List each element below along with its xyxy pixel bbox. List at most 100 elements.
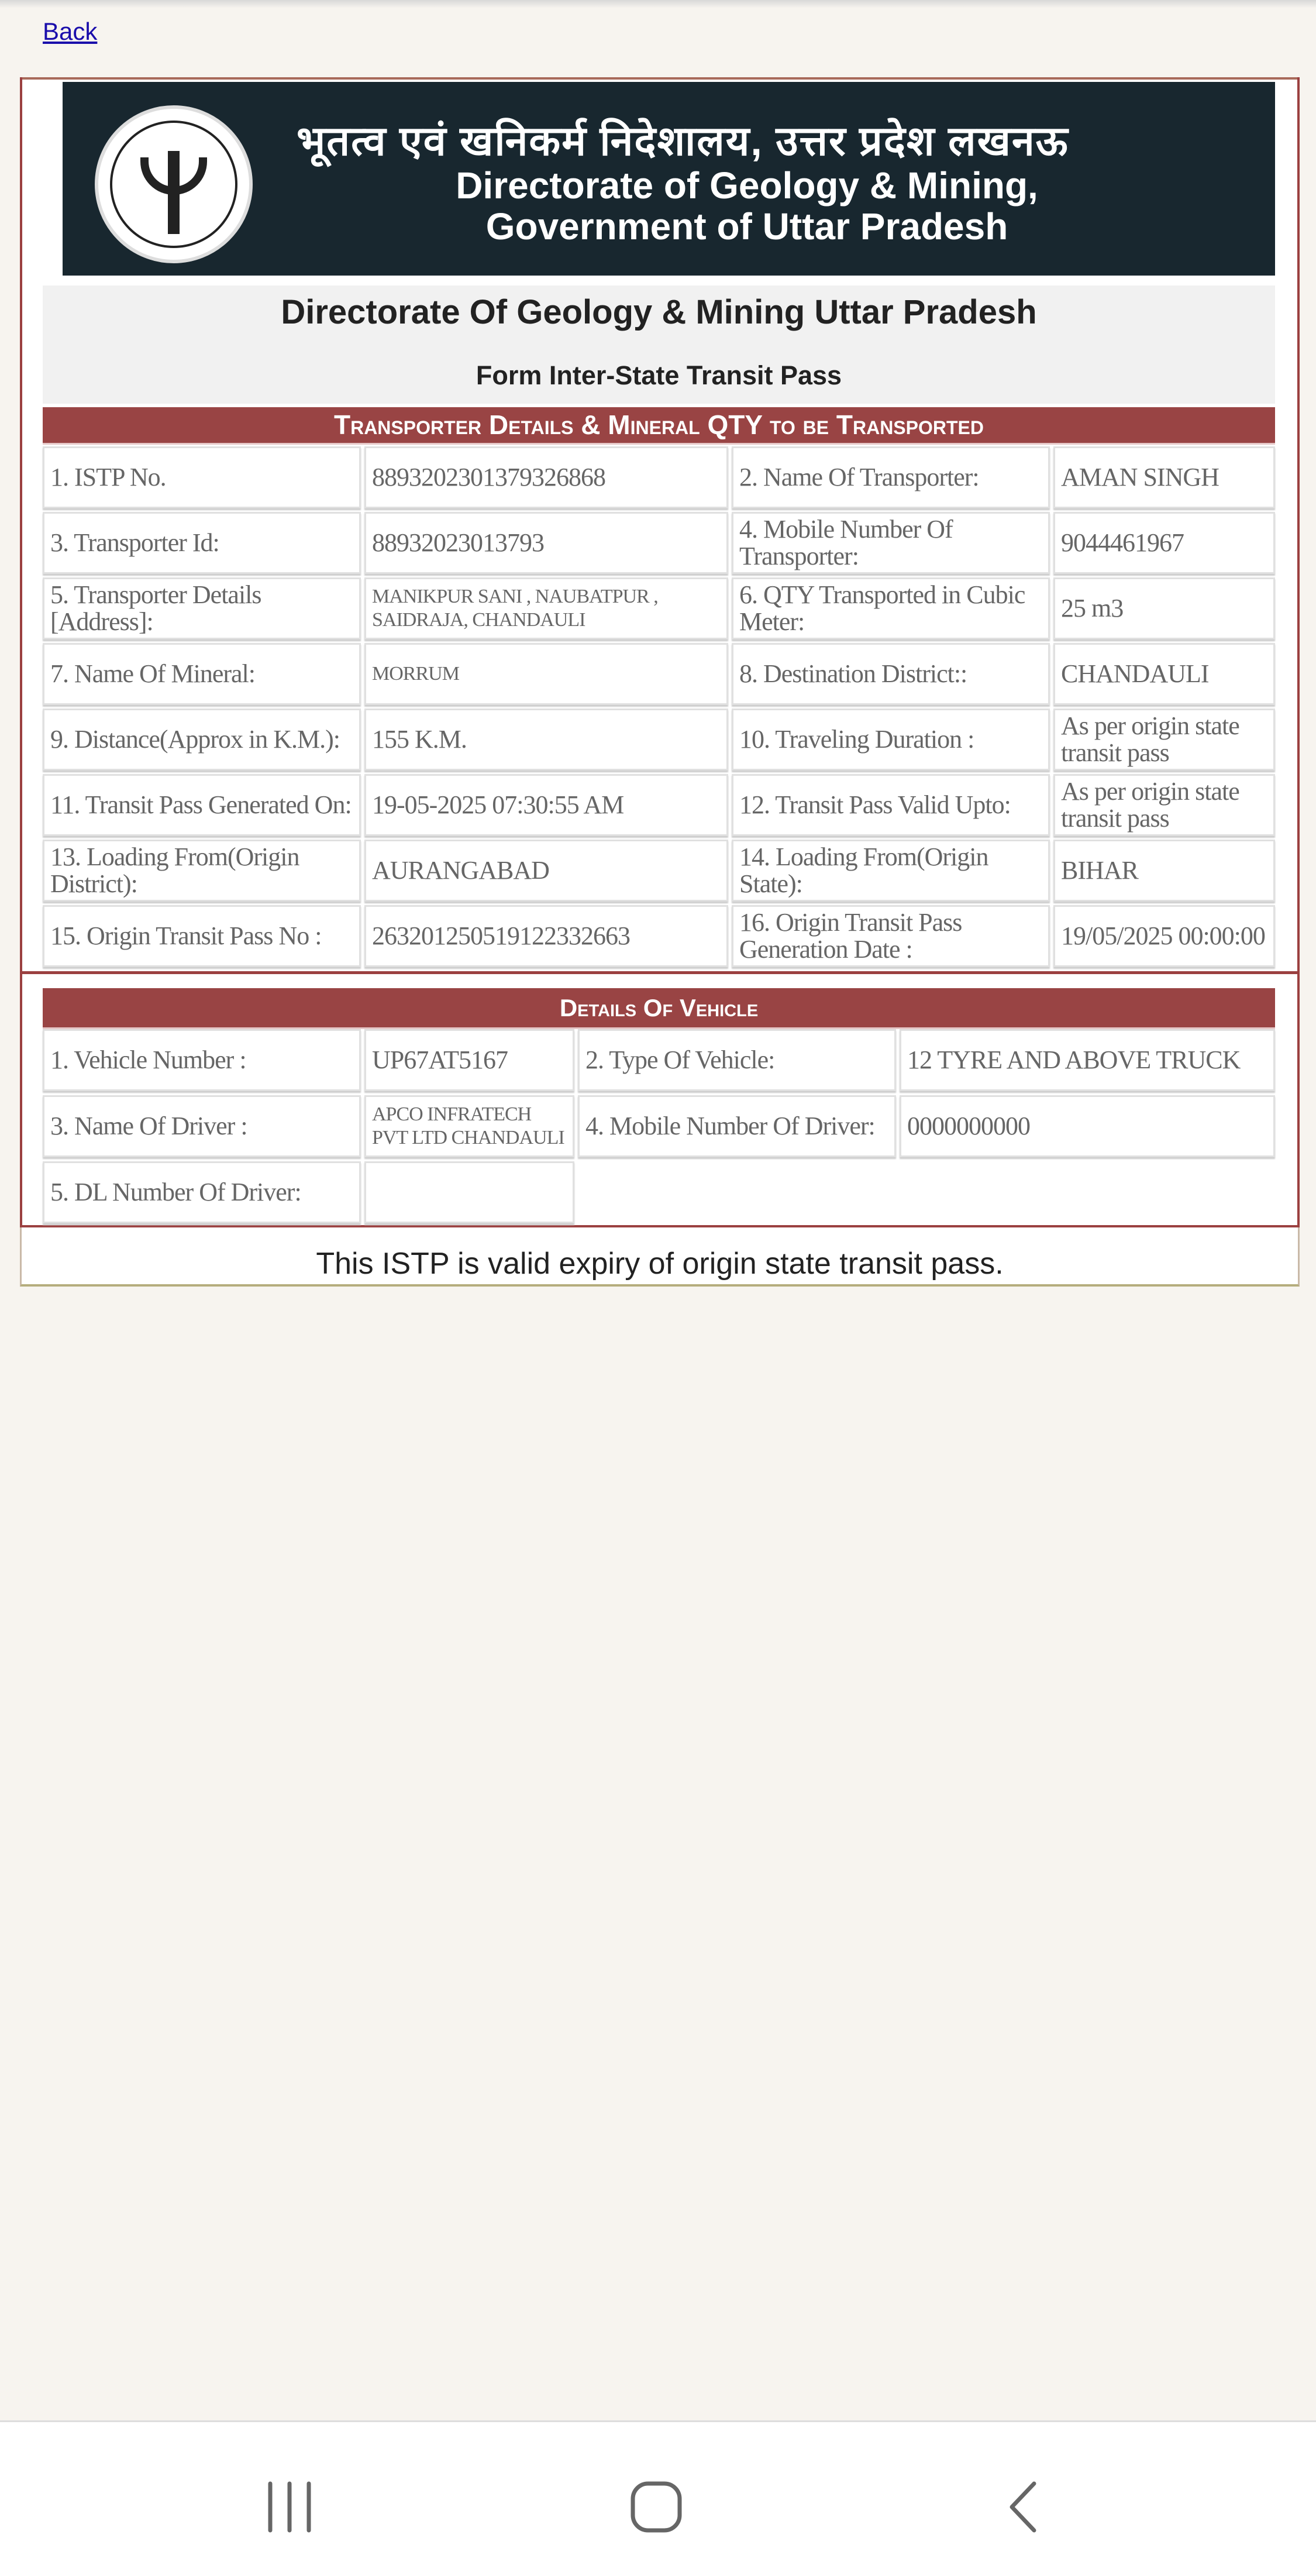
field-value-text: 88932023013793 bbox=[372, 528, 545, 557]
field-label: 5. DL Number Of Driver: bbox=[43, 1161, 361, 1223]
field-value bbox=[364, 1161, 574, 1223]
field-value: 25 m3 bbox=[1053, 577, 1275, 639]
field-value-text: BIHAR bbox=[1061, 856, 1139, 885]
transit-pass-frame bbox=[20, 77, 1300, 1227]
field-value: 12 TYRE AND ABOVE TRUCK bbox=[900, 1029, 1275, 1091]
field-value: UP67AT5167 bbox=[364, 1029, 574, 1091]
field-value-text: 19-05-2025 07:30:55 AM bbox=[372, 790, 624, 819]
field-label-text: 10. Traveling Duration : bbox=[739, 725, 974, 754]
field-label-text: 13. Loading From(Origin District): bbox=[50, 842, 300, 898]
field-label: 15. Origin Transit Pass No : bbox=[43, 905, 361, 967]
field-value: CHANDAULI bbox=[1053, 643, 1275, 705]
field-label: 16. Origin Transit Pass Generation Date … bbox=[732, 905, 1050, 967]
field-value: MORRUM bbox=[364, 643, 728, 705]
field-label-text: 8. Destination District:: bbox=[739, 659, 967, 688]
transporter-section-title: Transporter Details & Mineral QTY to be … bbox=[43, 407, 1275, 443]
department-banner: भूतत्व एवं खनिकर्म निदेशालय, उत्तर प्रदे… bbox=[63, 82, 1275, 276]
field-label-text: 5. DL Number Of Driver: bbox=[50, 1178, 302, 1206]
banner-hindi-title: भूतत्व एवं खनिकर्म निदेशालय, उत्तर प्रदे… bbox=[297, 118, 1069, 164]
status-shadow bbox=[0, 0, 1316, 8]
field-label: 8. Destination District:: bbox=[732, 643, 1050, 705]
validity-note: This ISTP is valid expiry of origin stat… bbox=[316, 1247, 1004, 1281]
form-header: Directorate Of Geology & Mining Uttar Pr… bbox=[43, 286, 1275, 404]
field-value: 889320230137932686​8 bbox=[364, 446, 728, 508]
field-label: 5. Transporter Details [Address]: bbox=[43, 577, 361, 639]
field-value: 19/05/2025 00:00:00 bbox=[1053, 905, 1275, 967]
field-label: 2. Type Of Vehicle: bbox=[578, 1029, 896, 1091]
back-link[interactable]: Back bbox=[43, 18, 98, 45]
field-value: As per origin state transit pass bbox=[1053, 709, 1275, 771]
field-value: APCO INFRATECH PVT LTD CHANDAULI bbox=[364, 1095, 574, 1157]
field-label: 2. Name Of Transporter: bbox=[732, 446, 1050, 508]
field-value: 0000000000 bbox=[900, 1095, 1275, 1157]
field-value-text: 263201250519122332663 bbox=[372, 921, 631, 950]
field-label: 1. Vehicle Number : bbox=[43, 1029, 361, 1091]
system-navigation-bar bbox=[0, 2420, 1316, 2576]
field-label-text: 2. Name Of Transporter: bbox=[739, 463, 980, 491]
field-label: 10. Traveling Duration : bbox=[732, 709, 1050, 771]
field-label: 13. Loading From(Origin District): bbox=[43, 840, 361, 902]
field-label: 14. Loading From(Origin State): bbox=[732, 840, 1050, 902]
field-label-text: 4. Mobile Number Of Driver: bbox=[585, 1112, 876, 1140]
field-value: 155 K.M. bbox=[364, 709, 728, 771]
field-value: AURANGABAD bbox=[364, 840, 728, 902]
field-value: AMAN SINGH bbox=[1053, 446, 1275, 508]
field-value-text: 19/05/2025 00:00:00 bbox=[1061, 921, 1266, 950]
field-label: 3. Name Of Driver : bbox=[43, 1095, 361, 1157]
field-value-text: 12 TYRE AND ABOVE TRUCK bbox=[907, 1045, 1241, 1074]
field-label-text: 7. Name Of Mineral: bbox=[50, 659, 256, 688]
field-value: As per origin state transit pass bbox=[1053, 774, 1275, 836]
field-value-text: APCO INFRATECH PVT LTD CHANDAULI bbox=[372, 1103, 565, 1148]
section-divider bbox=[20, 971, 1300, 974]
field-label: 4. Mobile Number Of Driver: bbox=[578, 1095, 896, 1157]
field-label-text: 15. Origin Transit Pass No : bbox=[50, 921, 322, 950]
field-label-text: 1. ISTP No. bbox=[50, 463, 167, 491]
field-value-text: UP67AT5167 bbox=[372, 1045, 508, 1074]
field-label-text: 1. Vehicle Number : bbox=[50, 1045, 247, 1074]
field-value-text: AMAN SINGH bbox=[1061, 463, 1219, 491]
field-label-text: 11. Transit Pass Generated On: bbox=[50, 790, 352, 819]
field-value-text: 155 K.M. bbox=[372, 725, 467, 754]
field-label-text: 2. Type Of Vehicle: bbox=[585, 1045, 775, 1074]
field-value-text: As per origin state transit pass bbox=[1061, 711, 1240, 767]
field-label-text: 16. Origin Transit Pass Generation Date … bbox=[739, 908, 962, 964]
field-label: 1. ISTP No. bbox=[43, 446, 361, 508]
home-icon[interactable] bbox=[624, 2475, 688, 2539]
field-value-text: 25 m3 bbox=[1061, 594, 1124, 622]
recent-apps-icon[interactable] bbox=[257, 2475, 322, 2539]
field-label-text: 4. Mobile Number Of Transporter: bbox=[739, 515, 953, 570]
field-label: 4. Mobile Number Of Transporter: bbox=[732, 512, 1050, 574]
field-value-text: 9044461967 bbox=[1061, 528, 1184, 557]
back-icon[interactable] bbox=[993, 2475, 1057, 2539]
field-label: 9. Distance(Approx in K.M.): bbox=[43, 709, 361, 771]
field-label: 12. Transit Pass Valid Upto: bbox=[732, 774, 1050, 836]
form-subtitle: Form Inter-State Transit Pass bbox=[476, 360, 842, 390]
field-value: MANIKPUR SANI , NAUBATPUR , SAIDRAJA, CH… bbox=[364, 577, 728, 639]
field-value-text: 889320230137932686​8 bbox=[372, 463, 606, 491]
field-label: 7. Name Of Mineral: bbox=[43, 643, 361, 705]
field-label-text: 6. QTY Transported in Cubic Meter: bbox=[739, 580, 1025, 636]
field-value: BIHAR bbox=[1053, 840, 1275, 902]
field-value-text: As per origin state transit pass bbox=[1061, 777, 1240, 833]
banner-english-line1: Directorate of Geology & Mining, bbox=[456, 164, 1038, 207]
field-value: 263201250519122332663 bbox=[364, 905, 728, 967]
field-value-text: AURANGABAD bbox=[372, 856, 550, 885]
field-value: 19-05-2025 07:30:55 AM bbox=[364, 774, 728, 836]
page-title: Directorate Of Geology & Mining Uttar Pr… bbox=[281, 293, 1037, 331]
field-label-text: 12. Transit Pass Valid Upto: bbox=[739, 790, 1011, 819]
field-label-text: 14. Loading From(Origin State): bbox=[739, 842, 989, 898]
field-value-text: CHANDAULI bbox=[1061, 659, 1210, 688]
field-value: 9044461967 bbox=[1053, 512, 1275, 574]
field-label: 11. Transit Pass Generated On: bbox=[43, 774, 361, 836]
field-label-text: 5. Transporter Details [Address]: bbox=[50, 580, 262, 636]
field-label-text: 3. Transporter Id: bbox=[50, 528, 220, 557]
field-value-text: MANIKPUR SANI , NAUBATPUR , SAIDRAJA, CH… bbox=[372, 586, 659, 631]
field-value-text: 0000000000 bbox=[907, 1112, 1031, 1140]
vehicle-section-title: Details Of Vehicle bbox=[43, 988, 1275, 1027]
field-value: 88932023013793 bbox=[364, 512, 728, 574]
field-value-text: MORRUM bbox=[372, 663, 460, 685]
up-government-emblem-icon bbox=[95, 105, 253, 263]
banner-english-line2: Government of Uttar Pradesh bbox=[485, 205, 1008, 247]
field-label: 6. QTY Transported in Cubic Meter: bbox=[732, 577, 1050, 639]
field-label: 3. Transporter Id: bbox=[43, 512, 361, 574]
